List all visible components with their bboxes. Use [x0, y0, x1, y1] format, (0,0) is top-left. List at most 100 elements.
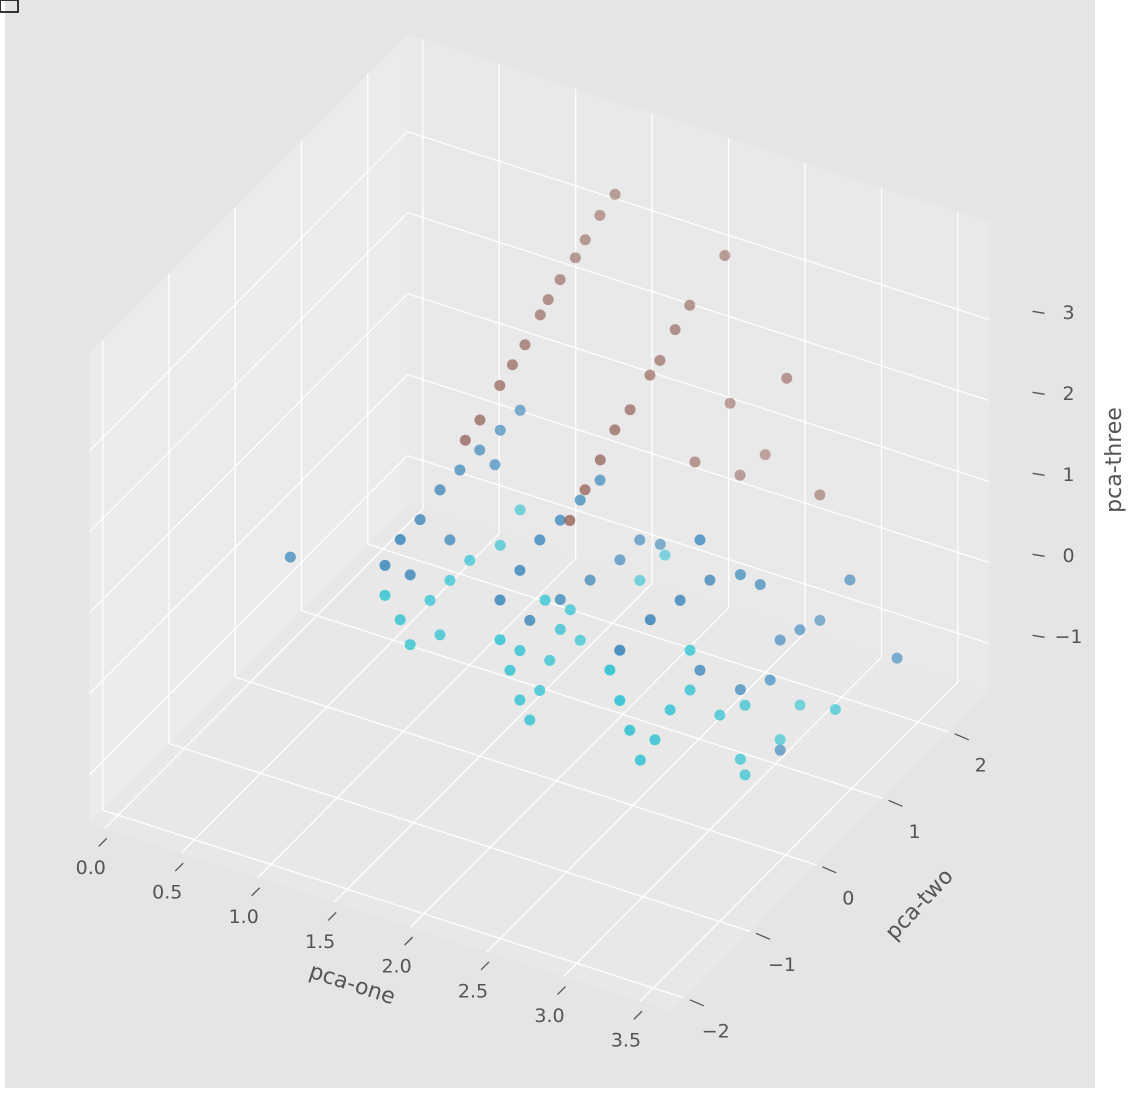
- point: [689, 456, 701, 468]
- y-grid-line: [102, 809, 684, 999]
- point: [569, 252, 581, 264]
- z-grid-line: [89, 293, 408, 614]
- point: [694, 534, 706, 546]
- x-tick: [633, 1010, 643, 1020]
- point: [891, 652, 903, 664]
- point: [542, 294, 554, 306]
- x-tick-label: 2.5: [458, 980, 488, 1002]
- point: [514, 404, 526, 416]
- point: [781, 372, 793, 384]
- x-tick: [480, 961, 490, 971]
- x-tick-label: 3.0: [534, 1005, 564, 1027]
- point: [459, 434, 471, 446]
- x-tick: [251, 887, 261, 897]
- x-tick-label: 1.5: [305, 931, 335, 953]
- y-tick-label: 2: [975, 754, 987, 776]
- point: [654, 354, 666, 366]
- y-grid-line: [367, 543, 949, 733]
- x-grid-line: [639, 681, 959, 1002]
- point: [814, 489, 826, 501]
- point: [514, 564, 526, 576]
- z-tick-label: 3: [1062, 302, 1074, 324]
- point: [514, 645, 526, 657]
- point: [554, 514, 566, 526]
- floor-pane: [89, 504, 989, 1012]
- point: [494, 634, 506, 646]
- point: [539, 594, 551, 606]
- x-tick-label: 1.0: [229, 906, 259, 928]
- y-grid-line: [235, 676, 817, 866]
- x-tick: [327, 911, 337, 921]
- z-grid-line: [89, 374, 408, 695]
- x-grid-line: [563, 656, 882, 977]
- point: [684, 299, 696, 311]
- point: [774, 734, 786, 746]
- point: [474, 414, 486, 426]
- point: [694, 664, 706, 676]
- point: [494, 379, 506, 391]
- point: [624, 724, 636, 736]
- point: [649, 734, 661, 746]
- y-grid-line: [301, 609, 883, 799]
- point: [379, 559, 391, 571]
- x-tick: [98, 837, 108, 847]
- point: [504, 664, 516, 676]
- point: [494, 424, 506, 436]
- point: [594, 474, 606, 486]
- point: [474, 444, 486, 456]
- point: [609, 188, 621, 200]
- point: [734, 469, 746, 481]
- point: [424, 594, 436, 606]
- point: [564, 604, 576, 616]
- x-tick-label: 2.0: [381, 956, 411, 978]
- point: [584, 574, 596, 586]
- point: [579, 234, 591, 246]
- point: [624, 404, 636, 416]
- x-grid-line: [486, 632, 806, 953]
- point: [464, 554, 476, 566]
- z-grid-line: [89, 455, 408, 776]
- z-tick-label: 1: [1062, 464, 1074, 486]
- point: [734, 753, 746, 765]
- z-grid-line: [407, 130, 989, 320]
- z-tick: [1032, 391, 1045, 395]
- x-tick-label: 0.5: [152, 882, 182, 904]
- point: [644, 614, 656, 626]
- point: [774, 744, 786, 756]
- x-grid-line: [410, 607, 730, 928]
- point: [669, 324, 681, 336]
- point: [404, 639, 416, 651]
- point: [714, 709, 726, 721]
- point: [764, 674, 776, 686]
- z-tick-label: −1: [1055, 626, 1083, 648]
- x-grid-line: [333, 582, 653, 903]
- point: [684, 684, 696, 696]
- z-grid-line: [89, 212, 408, 533]
- y-tick-label: −1: [768, 954, 796, 976]
- z-axis-label: pca-three: [1102, 407, 1127, 513]
- grid: [89, 39, 989, 1002]
- point: [564, 514, 576, 526]
- toolbar-icon[interactable]: [0, 0, 19, 13]
- point: [506, 359, 518, 371]
- y-tick: [822, 866, 837, 874]
- z-tick: [1032, 634, 1045, 638]
- point: [774, 634, 786, 646]
- y-tick: [755, 932, 771, 940]
- point: [594, 209, 606, 221]
- point: [534, 534, 546, 546]
- y-tick: [888, 799, 903, 807]
- point: [379, 589, 391, 601]
- point: [444, 534, 456, 546]
- point: [614, 644, 626, 656]
- point: [554, 623, 566, 635]
- point: [659, 549, 671, 561]
- point: [739, 769, 751, 781]
- point: [519, 339, 531, 351]
- point: [634, 754, 646, 766]
- point: [524, 714, 536, 726]
- point: [414, 514, 426, 526]
- point: [814, 614, 826, 626]
